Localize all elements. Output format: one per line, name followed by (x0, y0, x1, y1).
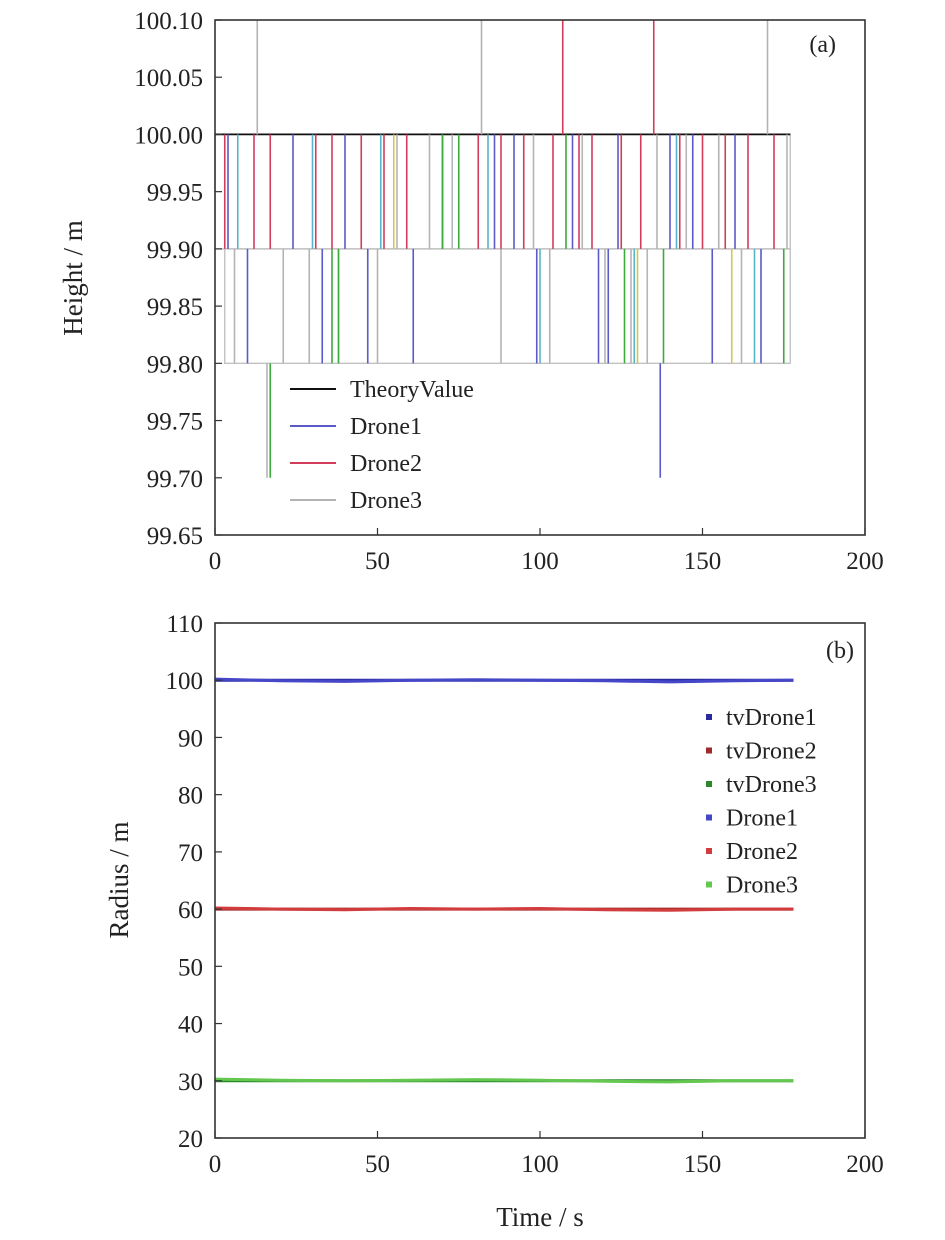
x-tick-label: 0 (209, 548, 222, 575)
y-tick-label: 100.05 (134, 65, 203, 92)
legend-label-tvdrone1: tvDrone1 (726, 705, 817, 731)
y-tick-label: 100.00 (134, 122, 203, 149)
time-x-axis-label: Time / s (496, 1202, 584, 1232)
y-tick-label: 99.80 (147, 351, 203, 378)
legend-label-drone1: Drone1 (350, 414, 422, 440)
y-tick-label: 50 (178, 954, 203, 981)
y-tick-label: 99.70 (147, 466, 203, 493)
x-tick-label: 200 (846, 1151, 884, 1178)
series-drone3-line (214, 1077, 794, 1084)
legend-label-drone3: Drone3 (350, 488, 422, 514)
legend-label-tvdrone3: tvDrone3 (726, 772, 817, 798)
height-legend: TheoryValue Drone1 Drone2 Drone3 (290, 377, 474, 514)
y-tick-label: 99.90 (147, 237, 203, 264)
x-tick-label: 200 (846, 548, 884, 575)
y-tick-label: 30 (178, 1069, 203, 1096)
legend-label-tvdrone2: tvDrone2 (726, 739, 817, 765)
y-tick-label: 100.10 (134, 8, 203, 35)
radius-panel: 0 50 100 150 200 20 30 40 50 60 70 80 90 100 110 (b) R… (104, 611, 884, 1232)
y-tick-label: 110 (166, 611, 203, 638)
legend-label-drone2: Drone2 (350, 451, 422, 477)
series-drone2-line (214, 906, 794, 912)
x-tick-label: 100 (521, 1151, 559, 1178)
legend-marker-drone1 (706, 814, 712, 821)
x-tick-label: 150 (684, 548, 722, 575)
radius-y-axis-label: Radius / m (104, 821, 134, 938)
height-series (215, 20, 791, 478)
legend-label-drone1: Drone1 (726, 806, 798, 832)
y-tick-label: 80 (178, 783, 203, 810)
y-tick-label: 70 (178, 840, 203, 867)
height-band (224, 248, 791, 365)
radius-ticks: 0 50 100 150 200 20 30 40 50 60 70 80 90 100 110 (166, 611, 884, 1178)
height-bands (214, 133, 791, 365)
legend-label-drone2: Drone2 (726, 839, 798, 865)
panel-label-a: (a) (809, 32, 836, 58)
series-drone1-line (214, 677, 794, 684)
legend-label-drone3: Drone3 (726, 873, 798, 899)
x-tick-label: 50 (365, 548, 390, 575)
radius-legend: tvDrone1 tvDrone2 tvDrone3 Drone1 Drone2 Dron… (706, 705, 817, 899)
legend-marker-tvdrone2 (706, 747, 712, 754)
height-band (214, 133, 791, 250)
y-tick-label: 99.85 (147, 294, 203, 321)
x-tick-label: 150 (684, 1151, 722, 1178)
y-tick-label: 60 (178, 897, 203, 924)
y-tick-label: 99.75 (147, 409, 203, 436)
y-tick-label: 99.65 (147, 523, 203, 550)
y-tick-label: 99.95 (147, 180, 203, 207)
x-tick-label: 0 (209, 1151, 222, 1178)
height-y-axis-label: Height / m (58, 220, 88, 336)
legend-marker-drone2 (706, 848, 712, 854)
legend-marker-drone3 (706, 881, 712, 888)
y-tick-label: 40 (178, 1012, 203, 1039)
x-tick-label: 100 (521, 548, 559, 575)
legend-label-theoryvalue: TheoryValue (350, 377, 474, 403)
height-panel: 0 50 100 150 200 99.65 99.70 99.75 99.80 99.85 99.… (58, 8, 884, 575)
radius-series (214, 677, 794, 1084)
legend-marker-tvdrone3 (706, 781, 712, 787)
y-tick-label: 90 (178, 725, 203, 752)
panel-label-b: (b) (826, 638, 854, 664)
legend-marker-tvdrone1 (706, 714, 712, 720)
y-tick-label: 100 (166, 668, 204, 695)
x-tick-label: 50 (365, 1151, 390, 1178)
height-ticks: 0 50 100 150 200 99.65 99.70 99.75 99.80 99.85 99.… (134, 8, 884, 575)
y-tick-label: 20 (178, 1126, 203, 1153)
